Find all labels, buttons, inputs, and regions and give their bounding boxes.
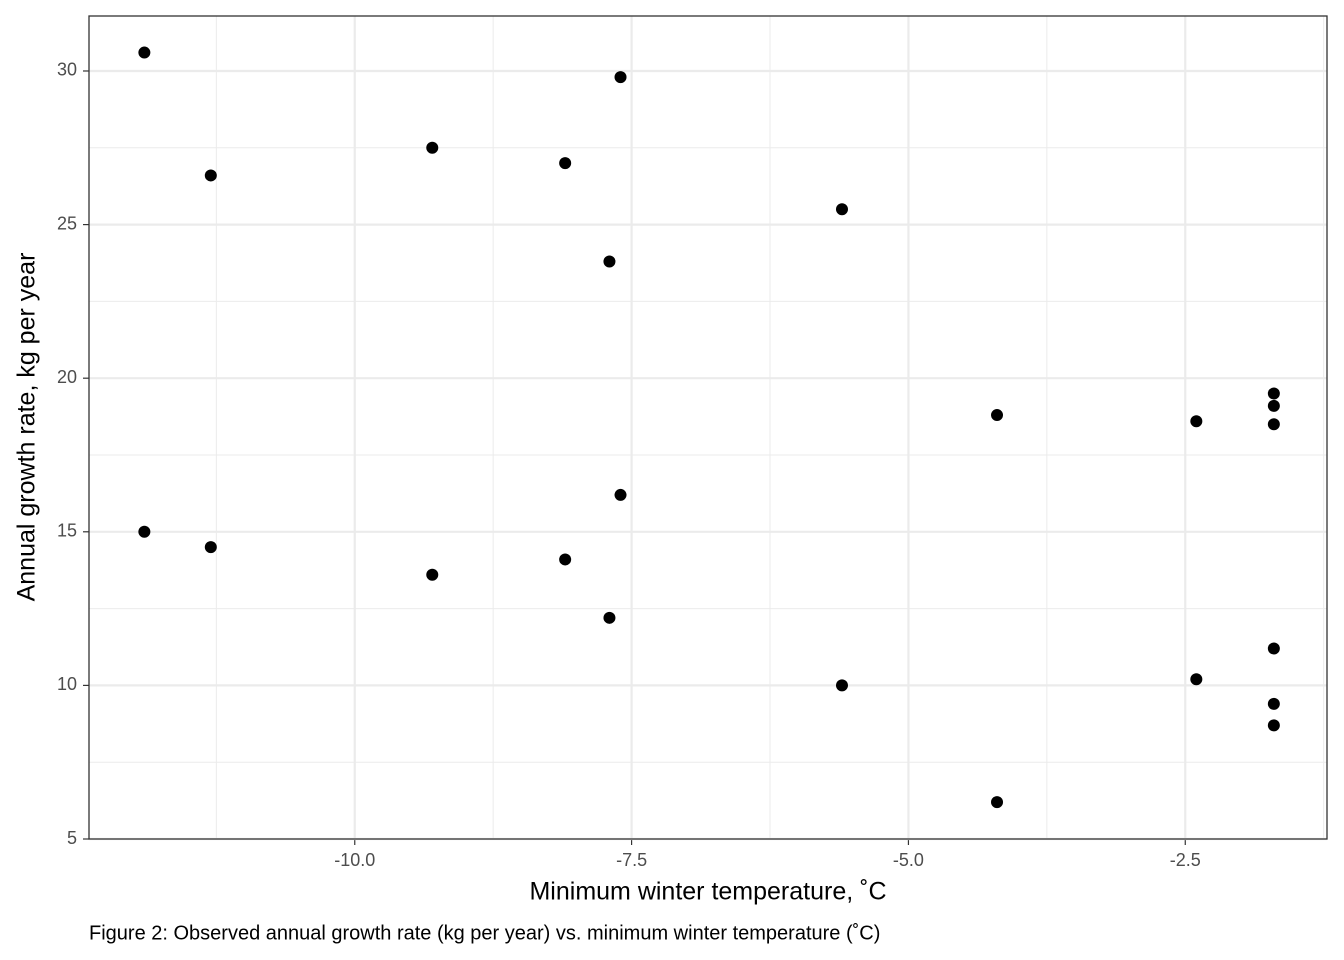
- point: [1190, 673, 1203, 686]
- point: [1267, 642, 1280, 655]
- point: [138, 525, 151, 538]
- point: [1190, 415, 1203, 428]
- point: [991, 796, 1004, 809]
- y-axis-title: Annual growth rate, kg per year: [13, 253, 41, 602]
- y-tick-label: 25: [57, 213, 77, 233]
- point: [426, 568, 439, 581]
- x-tick-label: -5.0: [893, 850, 924, 870]
- point: [1267, 387, 1280, 400]
- point: [1267, 399, 1280, 412]
- y-tick-label: 20: [57, 367, 77, 387]
- y-tick-label: 30: [57, 60, 77, 80]
- y-tick-label: 10: [57, 674, 77, 694]
- point: [603, 611, 616, 624]
- panel-border: [88, 15, 1328, 840]
- point: [614, 488, 627, 501]
- point: [991, 409, 1004, 422]
- x-tick-label: -10.0: [334, 850, 375, 870]
- x-tick-label: -2.5: [1170, 850, 1201, 870]
- point: [204, 541, 217, 554]
- point: [204, 169, 217, 182]
- point: [1267, 719, 1280, 732]
- point: [603, 255, 616, 268]
- x-tick-label: -7.5: [616, 850, 647, 870]
- point: [614, 71, 627, 84]
- point: [559, 553, 572, 566]
- point: [426, 141, 439, 154]
- caption: Figure 2: Observed annual growth rate (k…: [89, 922, 880, 944]
- x-axis-title: Minimum winter temperature, ˚C: [529, 878, 886, 906]
- point: [138, 46, 151, 59]
- point: [559, 157, 572, 170]
- point: [1267, 418, 1280, 431]
- y-tick-label: 15: [57, 521, 77, 541]
- point: [835, 203, 848, 216]
- y-tick-label: 5: [67, 828, 77, 848]
- point: [835, 679, 848, 692]
- point: [1267, 697, 1280, 710]
